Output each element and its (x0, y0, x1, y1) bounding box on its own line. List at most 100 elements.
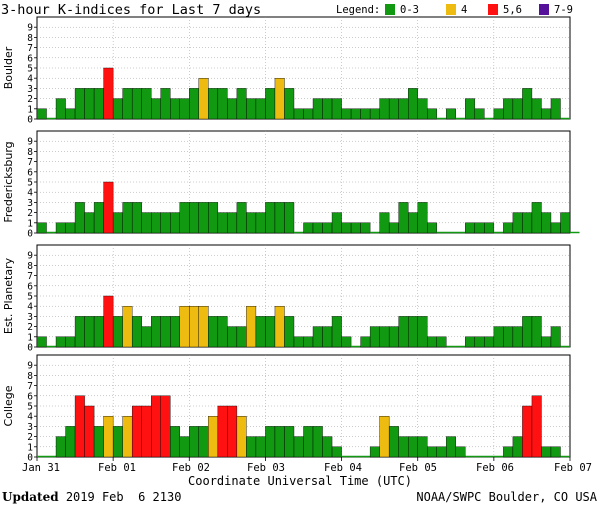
kp-bar (179, 98, 190, 120)
kp-bar (103, 67, 114, 120)
kp-bar (93, 202, 104, 234)
kp-bar (36, 336, 47, 348)
kp-bar (122, 202, 133, 234)
kp-bar (122, 416, 133, 458)
y-tick-label: 3 (27, 312, 33, 323)
y-tick-label: 1 (27, 104, 33, 115)
kp-bar (465, 336, 476, 348)
kp-bar (322, 98, 333, 120)
y-tick-label: 1 (27, 442, 33, 453)
kp-bar (246, 436, 257, 458)
x-tick-label: Feb 01 (98, 462, 136, 474)
kp-bar (122, 306, 133, 348)
updated-timestamp: Updated 2019 Feb 6 2130 (2, 490, 181, 504)
kp-bar (217, 212, 228, 234)
kp-bar (550, 222, 561, 234)
y-tick-label: 6 (27, 391, 33, 402)
kp-bar (503, 446, 514, 458)
kp-bar (427, 336, 437, 348)
kp-bar (303, 426, 314, 458)
kp-bar (103, 181, 114, 234)
k-index-chart: 3-hour K-indices for Last 7 days Legend: 0… (1, 2, 592, 488)
x-tick-label: Feb 07 (554, 462, 592, 474)
kp-bar (417, 436, 428, 458)
legend-swatch (446, 4, 456, 15)
kp-bar (208, 202, 219, 234)
kp-bar (246, 98, 257, 120)
x-tick-label: Jan 31 (22, 462, 60, 474)
y-tick-label: 0 (27, 115, 33, 126)
y-tick-label: 8 (27, 33, 33, 44)
kp-bar (465, 222, 476, 234)
kp-bar (417, 202, 428, 234)
kp-bar (322, 222, 333, 234)
kp-bar (312, 222, 323, 234)
y-tick-label: 2 (27, 432, 33, 443)
y-tick-label: 8 (27, 261, 33, 272)
legend-swatch (488, 4, 498, 15)
kp-bar (427, 108, 437, 120)
kp-bar (550, 446, 561, 458)
kp-bar (208, 316, 219, 348)
kp-bar (303, 222, 314, 234)
kp-bar (74, 88, 85, 120)
kp-bar (541, 336, 552, 348)
y-tick-label: 5 (27, 64, 33, 75)
kp-bar (170, 316, 180, 348)
kp-bar (369, 446, 380, 458)
kp-bar (131, 202, 142, 234)
kp-bar (208, 88, 219, 120)
legend-swatch (539, 4, 549, 15)
kp-bar (417, 316, 428, 348)
kp-bar (541, 212, 552, 234)
kp-bar (493, 326, 504, 348)
kp-bar (255, 316, 266, 348)
kp-bar (112, 316, 123, 348)
kp-bar (151, 395, 161, 458)
kp-bar (341, 222, 352, 234)
kp-bar (151, 316, 161, 348)
kp-bar (531, 202, 542, 234)
kp-bar (179, 306, 190, 348)
kp-bar (255, 98, 266, 120)
kp-bar (198, 77, 209, 120)
kp-bar (217, 316, 228, 348)
kp-bar (74, 202, 85, 234)
kp-bar (236, 326, 247, 348)
x-tick-label: Feb 02 (172, 462, 210, 474)
kp-bar (93, 426, 104, 458)
kp-bar (427, 222, 437, 234)
y-tick-label: 2 (27, 94, 33, 105)
y-tick-label: 6 (27, 53, 33, 64)
kp-bar (179, 436, 190, 458)
kp-bar (65, 336, 76, 348)
kp-bar (274, 77, 285, 120)
kp-bar (522, 212, 533, 234)
kp-bar (503, 222, 514, 234)
kp-bar (512, 436, 523, 458)
kp-bar (227, 98, 238, 120)
kp-bar (360, 108, 371, 120)
updated-label: Updated (2, 490, 59, 504)
kp-bar (331, 212, 342, 234)
kp-bar (198, 426, 209, 458)
station-label: Fredericksburg (2, 141, 15, 222)
kp-bar (112, 212, 123, 234)
kp-bar (84, 405, 95, 458)
x-axis-label: Coordinate Universal Time (UTC) (188, 474, 412, 488)
kp-bar (560, 212, 571, 234)
kp-bar (484, 222, 495, 234)
y-tick-label: 0 (27, 229, 33, 240)
station-label: College (2, 385, 15, 426)
kp-bar (388, 326, 399, 348)
kp-bar (398, 98, 409, 120)
x-tick-label: Feb 05 (399, 462, 437, 474)
kp-bar (512, 326, 523, 348)
kp-bar (55, 436, 66, 458)
kp-bar (84, 88, 95, 120)
kp-bar (455, 446, 466, 458)
kp-bar (312, 98, 323, 120)
kp-bar (446, 436, 456, 458)
kp-bar (131, 316, 142, 348)
kp-bar (160, 395, 171, 458)
